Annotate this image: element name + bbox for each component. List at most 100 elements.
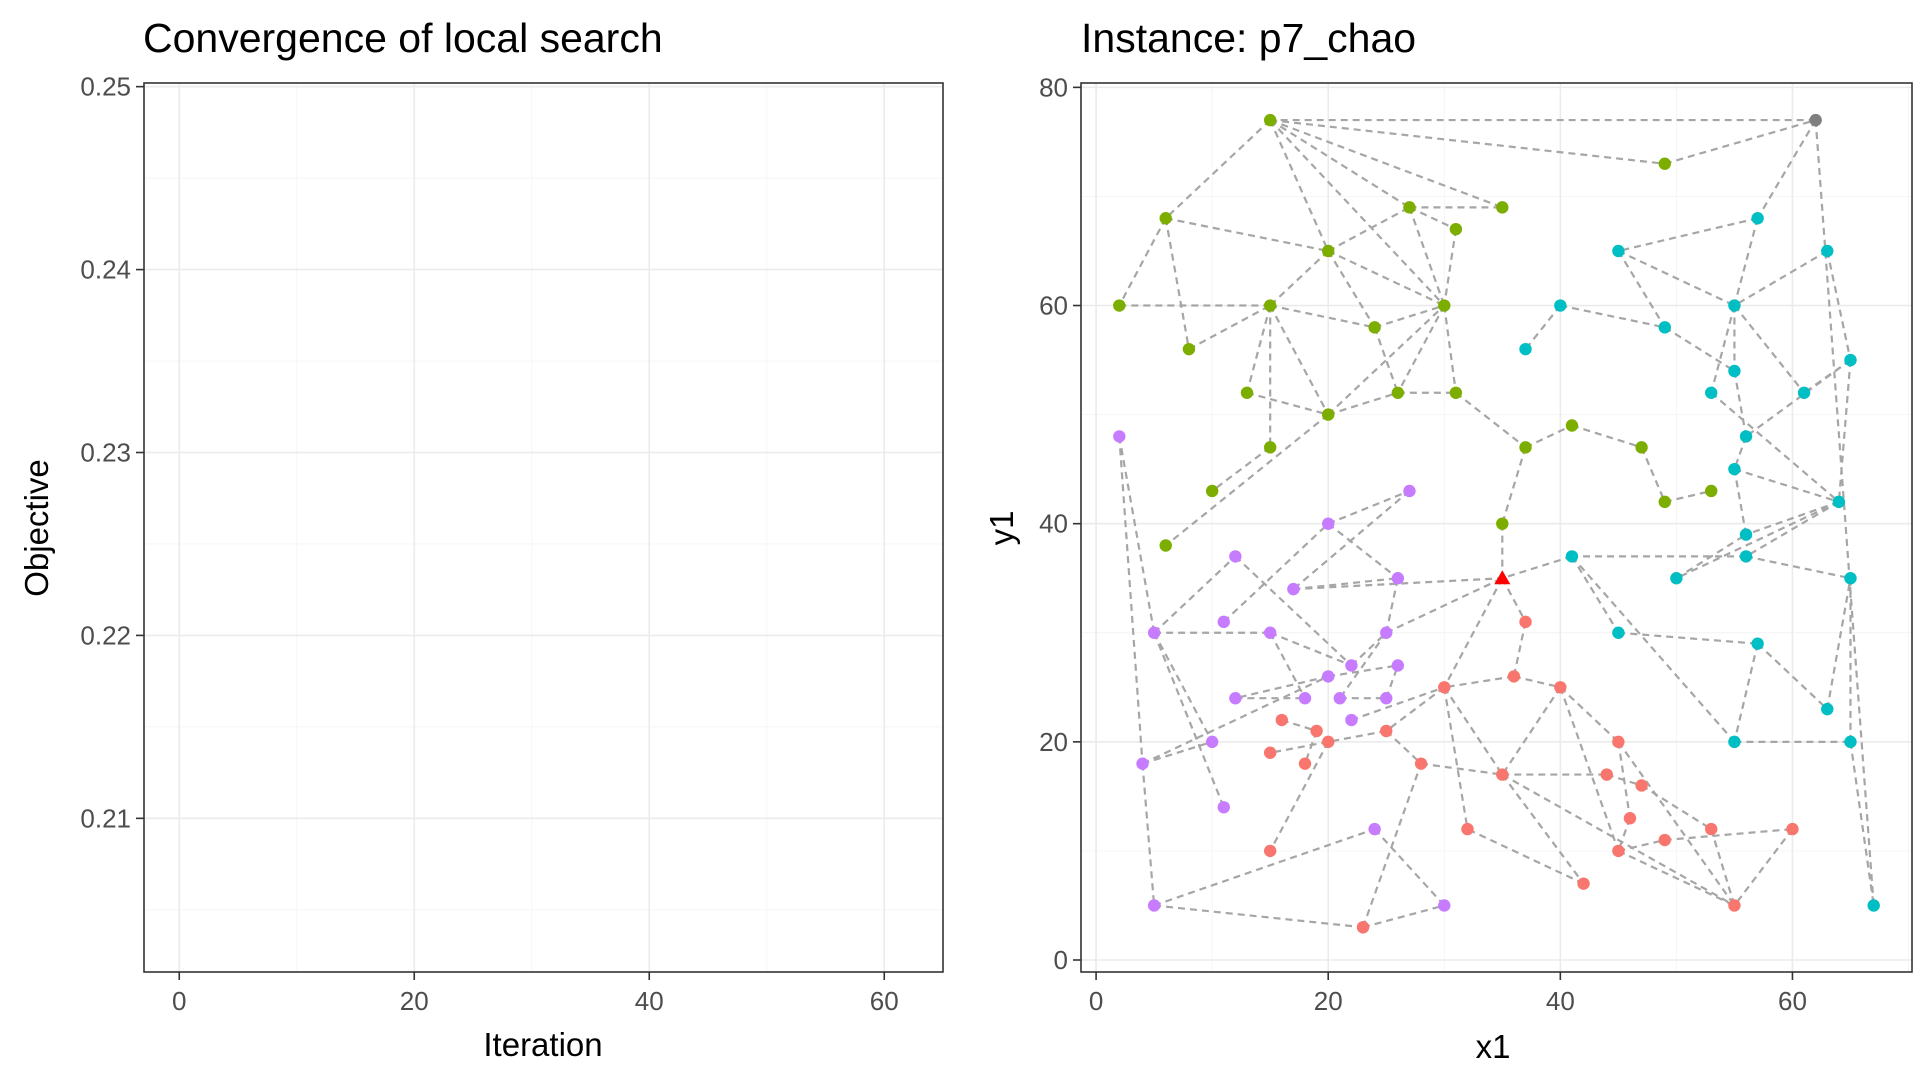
purple-route-edge xyxy=(1234,555,1353,667)
red-customer-point xyxy=(1461,822,1474,836)
cyan-customer-point xyxy=(1728,735,1741,749)
depot-marker xyxy=(1494,570,1511,585)
cyan-route-edge xyxy=(1814,120,1875,906)
cyan-customer-point xyxy=(1519,342,1532,356)
red-route-edge xyxy=(1269,740,1329,754)
cyan-route-edge xyxy=(1710,305,1736,394)
red-route-edge xyxy=(1513,675,1561,689)
cyan-route-edge xyxy=(1617,249,1735,307)
green-route-edge xyxy=(1443,229,1457,306)
cyan-customer-point xyxy=(1670,572,1683,585)
red-customer-point xyxy=(1658,833,1671,847)
cyan-route-edge xyxy=(1733,250,1828,307)
red-customer-point xyxy=(1600,768,1613,781)
purple-route-edge xyxy=(1142,675,1329,765)
green-customer-point xyxy=(1496,201,1509,214)
red-customer-point xyxy=(1623,811,1637,825)
green-route-edge xyxy=(1664,489,1712,503)
cyan-customer-point xyxy=(1728,462,1741,476)
y-tick-label: 60 xyxy=(1039,291,1068,321)
green-route-edge xyxy=(1373,326,1399,394)
cyan-route-edge xyxy=(1826,250,1852,361)
purple-route-edge xyxy=(1235,675,1329,700)
purple-customer-point xyxy=(1298,692,1312,705)
red-route-edge xyxy=(1443,687,1469,830)
red-customer-point xyxy=(1263,844,1277,858)
purple-customer-point xyxy=(1438,899,1451,912)
purple-customer-point xyxy=(1147,899,1161,912)
green-customer-point xyxy=(1391,386,1405,399)
cyan-customer-point xyxy=(1844,735,1857,749)
purple-customer-point xyxy=(1217,615,1230,629)
green-customer-point xyxy=(1263,113,1277,127)
red-customer-point xyxy=(1635,779,1648,792)
red-route-edge xyxy=(1385,730,1422,765)
purple-customer-point xyxy=(1147,626,1161,639)
instance-x-axis-title: x1 xyxy=(1476,1028,1511,1065)
purple-route-edge xyxy=(1269,632,1306,699)
convergence-axis-ticks: 0 20 40 60 0.21 0.22 0.23 0.24 0.25 xyxy=(80,72,898,1016)
green-customer-point xyxy=(1263,441,1277,454)
red-route-edge xyxy=(1501,577,1527,623)
green-route-edge xyxy=(1327,206,1410,252)
green-customer-point xyxy=(1496,517,1509,530)
cyan-route-edge xyxy=(1826,578,1852,710)
cyan-customer-point xyxy=(1751,637,1764,650)
green-route-edge xyxy=(1269,119,1446,307)
red-customer-point xyxy=(1507,670,1521,683)
cyan-route-edge xyxy=(1745,555,1851,580)
red-route-edge xyxy=(1420,762,1503,776)
cyan-route-edge xyxy=(1745,500,1840,536)
red-customer-point xyxy=(1356,921,1370,934)
green-route-edge xyxy=(1396,305,1446,394)
green-customer-point xyxy=(1449,386,1463,399)
purple-route-edge xyxy=(1118,436,1156,633)
convergence-x-axis-title: Iteration xyxy=(483,1026,602,1063)
x-tick-label: 20 xyxy=(1314,986,1343,1016)
green-route-edge xyxy=(1664,119,1816,165)
x-tick-label: 0 xyxy=(1089,986,1103,1016)
purple-route-edge xyxy=(1327,522,1399,580)
green-route-edge xyxy=(1269,304,1375,329)
purple-customer-point xyxy=(1391,659,1405,672)
green-customer-point xyxy=(1565,419,1579,432)
purple-route-edge xyxy=(1327,489,1410,525)
purple-customer-point xyxy=(1205,735,1219,749)
purple-customer-point xyxy=(1368,822,1381,836)
y-tick-label: 80 xyxy=(1039,72,1068,102)
green-customer-point xyxy=(1438,299,1451,312)
green-customer-point xyxy=(1368,321,1381,334)
cyan-route-edge xyxy=(1745,359,1852,438)
red-customer-point xyxy=(1612,844,1625,858)
green-route-edge xyxy=(1327,249,1445,307)
purple-customer-point xyxy=(1229,550,1242,563)
x-tick-label: 40 xyxy=(1546,986,1575,1016)
cyan-route-edge xyxy=(1675,533,1747,580)
red-route-edge xyxy=(1328,729,1387,743)
cyan-route-edge xyxy=(1733,643,1759,743)
x-tick-label: 60 xyxy=(870,986,899,1016)
purple-route-edge xyxy=(1351,686,1445,722)
red-route-edge xyxy=(1501,773,1735,907)
green-route-edge xyxy=(1188,304,1271,351)
green-route-edge xyxy=(1525,424,1573,449)
red-route-edge xyxy=(1385,686,1445,732)
green-route-edge xyxy=(1269,305,1330,416)
cyan-route-edge xyxy=(1849,741,1875,906)
instance-y-axis-title: y1 xyxy=(983,511,1020,546)
y-tick-label: 40 xyxy=(1039,509,1068,539)
purple-route-edge xyxy=(1153,555,1237,634)
red-customer-point xyxy=(1275,713,1288,727)
red-route-edge xyxy=(1559,686,1620,852)
purple-route-edge xyxy=(1142,740,1213,765)
customer-points xyxy=(1113,113,1880,934)
purple-route-edge xyxy=(1385,577,1399,633)
cyan-customer-point xyxy=(1832,495,1846,509)
x-tick-label: 40 xyxy=(635,986,664,1016)
instance-plot-area xyxy=(1080,82,1913,973)
purple-route-edge xyxy=(1373,828,1446,907)
cyan-customer-point xyxy=(1554,299,1567,312)
purple-route-edge xyxy=(1153,828,1375,907)
red-customer-point xyxy=(1298,757,1312,770)
purple-customer-point xyxy=(1322,670,1335,683)
